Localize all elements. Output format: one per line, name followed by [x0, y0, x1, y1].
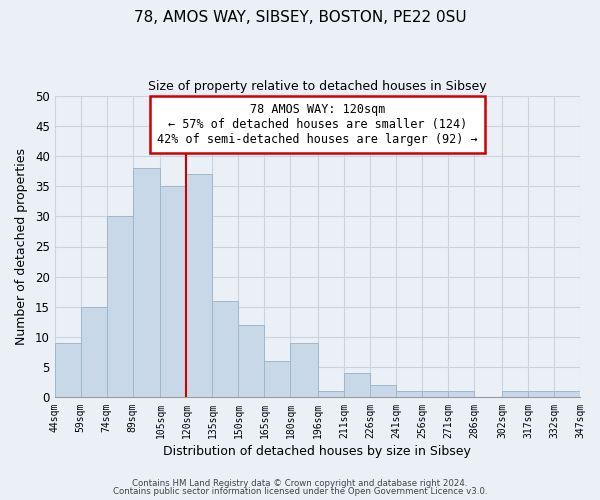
Bar [80, 307, 107, 398]
Title: Size of property relative to detached houses in Sibsey: Size of property relative to detached ho… [148, 80, 487, 93]
Bar [528, 392, 554, 398]
Bar [265, 361, 290, 398]
Bar [318, 392, 344, 398]
Bar [187, 174, 212, 398]
Bar [554, 392, 580, 398]
Text: 78 AMOS WAY: 120sqm
← 57% of detached houses are smaller (124)
42% of semi-detac: 78 AMOS WAY: 120sqm ← 57% of detached ho… [157, 103, 478, 146]
Bar [370, 386, 396, 398]
Text: Contains public sector information licensed under the Open Government Licence v3: Contains public sector information licen… [113, 487, 487, 496]
Bar [133, 168, 160, 398]
Bar [396, 392, 422, 398]
Bar [107, 216, 133, 398]
Bar [422, 392, 448, 398]
Bar [238, 325, 265, 398]
Bar [448, 392, 474, 398]
Bar [55, 343, 80, 398]
Bar [290, 343, 318, 398]
Bar [212, 301, 238, 398]
X-axis label: Distribution of detached houses by size in Sibsey: Distribution of detached houses by size … [163, 444, 471, 458]
Bar [502, 392, 528, 398]
Bar [160, 186, 187, 398]
Text: Contains HM Land Registry data © Crown copyright and database right 2024.: Contains HM Land Registry data © Crown c… [132, 478, 468, 488]
Bar [344, 374, 370, 398]
Text: 78, AMOS WAY, SIBSEY, BOSTON, PE22 0SU: 78, AMOS WAY, SIBSEY, BOSTON, PE22 0SU [134, 10, 466, 25]
Y-axis label: Number of detached properties: Number of detached properties [15, 148, 28, 345]
